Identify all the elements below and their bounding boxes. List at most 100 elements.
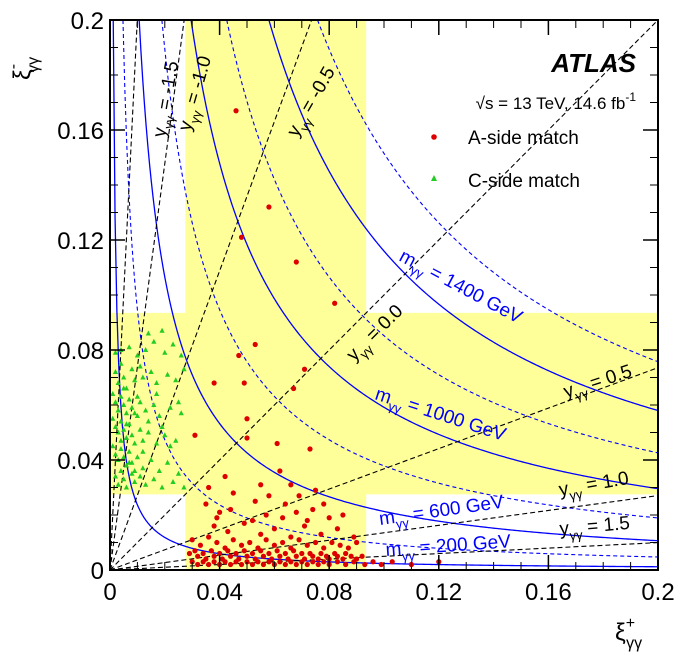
a-side-point: [343, 561, 349, 568]
a-side-point: [282, 501, 288, 507]
c-side-point: [121, 454, 127, 460]
c-side-point: [151, 476, 157, 482]
c-side-point: [153, 380, 160, 385]
c-side-point: [137, 473, 143, 479]
a-side-point: [274, 548, 280, 554]
a-side-point: [244, 559, 250, 565]
a-side-point: [301, 366, 308, 372]
data-points: [110, 108, 442, 568]
a-side-point: [310, 506, 316, 513]
a-side-point: [304, 561, 310, 568]
y-tick-label: 0.2: [71, 8, 104, 35]
c-side-point: [159, 327, 165, 333]
x-tick-label: 0.16: [525, 579, 572, 606]
y-tick-label: 0.04: [57, 448, 104, 475]
c-side-point: [181, 484, 187, 490]
a-side-point: [214, 515, 220, 521]
a-side-point: [299, 559, 305, 565]
experiment-label: ATLAS: [550, 48, 636, 78]
svg-text:mγγ = 200 GeV: mγγ = 200 GeV: [385, 531, 512, 565]
a-side-point: [192, 548, 198, 554]
a-side-point: [370, 559, 376, 565]
a-side-point: [280, 515, 286, 521]
c-side-point: [143, 481, 149, 487]
svg-text:yγγ = 1.5: yγγ = 1.5: [559, 513, 631, 544]
c-side-point: [162, 432, 168, 438]
c-side-point: [134, 352, 140, 358]
a-side-point: [293, 561, 299, 568]
a-side-point: [334, 526, 341, 532]
a-side-point: [343, 550, 349, 557]
rapidity-line-0: [110, 20, 658, 570]
c-side-point: [162, 349, 168, 355]
a-side-point: [293, 259, 299, 265]
a-side-point: [348, 553, 354, 559]
a-side-point: [208, 548, 214, 554]
a-side-point: [217, 509, 223, 515]
a-side-point: [304, 517, 310, 524]
a-side-point: [258, 531, 264, 537]
c-side-point: [118, 446, 124, 451]
c-side-point: [118, 360, 124, 366]
x-axis-title: ξ+ γγ: [615, 615, 642, 652]
a-side-point: [321, 545, 327, 551]
c-side-point: [123, 435, 130, 440]
c-side-point: [121, 426, 127, 432]
c-side-point: [173, 437, 179, 443]
a-side-point: [252, 341, 258, 348]
axis-ticks: 0 0.04 0.08 0.12 0.16 0.2 0 0.04 0.08 0.12 0.16 0.2: [57, 8, 674, 606]
rapidity-line-0.5: [110, 367, 658, 570]
a-side-point: [290, 385, 297, 392]
c-side-point: [115, 481, 121, 487]
a-side-point: [340, 512, 346, 518]
mass-curves: [112, 20, 658, 568]
a-side-point: [312, 539, 319, 546]
a-side-point: [255, 559, 261, 565]
c-side-point: [143, 347, 149, 352]
a-side-point: [282, 550, 288, 557]
a-side-point: [351, 559, 357, 565]
c-side-point: [110, 391, 116, 396]
a-side-point: [206, 561, 212, 568]
c-side-point: [159, 484, 165, 490]
a-side-point: [321, 559, 327, 565]
a-side-point: [288, 534, 294, 540]
c-side-point: [170, 479, 176, 484]
rapidity-line-1.5: [110, 542, 658, 570]
c-side-point: [132, 377, 138, 383]
c-side-point: [156, 468, 162, 473]
a-side-point: [274, 440, 280, 447]
c-side-point: [140, 374, 146, 380]
a-side-point: [195, 561, 201, 568]
a-side-point: [282, 561, 288, 568]
a-side-point: [244, 553, 250, 559]
a-side-point: [266, 550, 272, 557]
a-side-point: [310, 553, 316, 559]
a-side-point: [263, 512, 269, 518]
a-side-point: [233, 108, 239, 114]
a-side-point: [244, 435, 250, 441]
c-side-point: [164, 459, 171, 465]
c-side-point: [156, 413, 162, 418]
c-side-point: [132, 468, 138, 473]
a-side-point: [304, 542, 310, 548]
a-side-point: [200, 550, 206, 557]
a-side-point: [249, 561, 256, 568]
c-side-point: [134, 413, 140, 418]
c-side-point: [148, 457, 154, 462]
a-side-point: [238, 234, 245, 240]
a-side-point: [263, 537, 269, 543]
rapidity-line--0.5: [110, 20, 313, 570]
a-side-point: [329, 539, 335, 546]
c-side-point: [121, 476, 127, 482]
c-side-point: [140, 448, 146, 454]
c-side-point: [132, 479, 138, 484]
c-side-point: [123, 421, 130, 427]
a-side-point: [211, 523, 217, 529]
a-side-point: [326, 515, 332, 521]
c-side-point: [132, 440, 138, 446]
a-side-point: [222, 473, 228, 480]
c-side-point: [112, 369, 119, 374]
